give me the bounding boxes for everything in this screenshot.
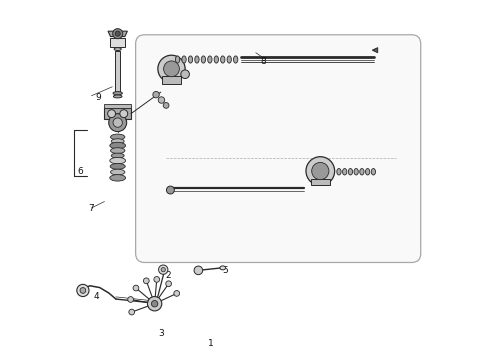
Polygon shape <box>104 108 131 119</box>
Ellipse shape <box>227 56 231 63</box>
Ellipse shape <box>220 56 225 63</box>
Text: 7: 7 <box>88 204 94 213</box>
Circle shape <box>128 297 133 302</box>
Ellipse shape <box>343 168 347 175</box>
Circle shape <box>167 186 174 194</box>
Ellipse shape <box>214 56 219 63</box>
Polygon shape <box>372 48 378 53</box>
Circle shape <box>163 103 169 108</box>
Circle shape <box>144 278 149 284</box>
Ellipse shape <box>111 134 125 140</box>
FancyBboxPatch shape <box>136 35 421 262</box>
Circle shape <box>306 157 335 185</box>
Ellipse shape <box>110 157 125 164</box>
Ellipse shape <box>354 168 358 175</box>
Circle shape <box>113 29 122 39</box>
Ellipse shape <box>111 148 125 153</box>
Ellipse shape <box>360 168 364 175</box>
Ellipse shape <box>208 56 212 63</box>
Circle shape <box>181 70 190 78</box>
Circle shape <box>194 266 203 275</box>
Circle shape <box>133 285 139 291</box>
Ellipse shape <box>337 168 341 175</box>
Circle shape <box>164 61 179 77</box>
Circle shape <box>120 110 128 118</box>
Ellipse shape <box>366 168 370 175</box>
Text: 6: 6 <box>77 167 83 176</box>
Ellipse shape <box>348 168 353 175</box>
Ellipse shape <box>110 175 125 181</box>
Text: 9: 9 <box>95 93 101 102</box>
Circle shape <box>158 97 165 103</box>
Ellipse shape <box>114 48 122 50</box>
Text: 1: 1 <box>208 339 214 348</box>
Ellipse shape <box>111 153 124 158</box>
Circle shape <box>108 110 116 118</box>
Ellipse shape <box>110 142 125 149</box>
Ellipse shape <box>113 91 122 95</box>
Circle shape <box>115 31 120 36</box>
Text: 8: 8 <box>260 57 266 66</box>
Circle shape <box>77 284 89 297</box>
Circle shape <box>158 55 185 82</box>
Circle shape <box>174 291 180 296</box>
Text: 2: 2 <box>165 270 171 279</box>
Circle shape <box>147 297 162 311</box>
Ellipse shape <box>111 139 124 144</box>
Ellipse shape <box>188 56 193 63</box>
Circle shape <box>161 267 166 272</box>
Ellipse shape <box>220 266 225 270</box>
Ellipse shape <box>113 95 122 98</box>
Circle shape <box>153 91 159 98</box>
Circle shape <box>109 114 126 132</box>
Ellipse shape <box>110 163 125 169</box>
Circle shape <box>166 281 171 287</box>
Circle shape <box>113 118 122 127</box>
Bar <box>115 51 120 92</box>
Bar <box>162 76 181 84</box>
Ellipse shape <box>234 56 238 63</box>
Ellipse shape <box>195 56 199 63</box>
Circle shape <box>151 301 158 307</box>
Text: 3: 3 <box>158 329 164 338</box>
Circle shape <box>154 276 160 282</box>
Circle shape <box>312 162 329 180</box>
Circle shape <box>80 288 86 293</box>
Circle shape <box>159 265 168 274</box>
Ellipse shape <box>201 56 205 63</box>
Text: 4: 4 <box>94 292 99 301</box>
Bar <box>104 104 131 108</box>
Polygon shape <box>108 31 127 37</box>
Circle shape <box>129 309 135 315</box>
Ellipse shape <box>175 56 180 63</box>
Bar <box>311 179 330 185</box>
Ellipse shape <box>371 168 375 175</box>
Text: 5: 5 <box>222 266 228 275</box>
Ellipse shape <box>182 56 186 63</box>
Bar <box>110 38 125 47</box>
Ellipse shape <box>111 169 125 175</box>
